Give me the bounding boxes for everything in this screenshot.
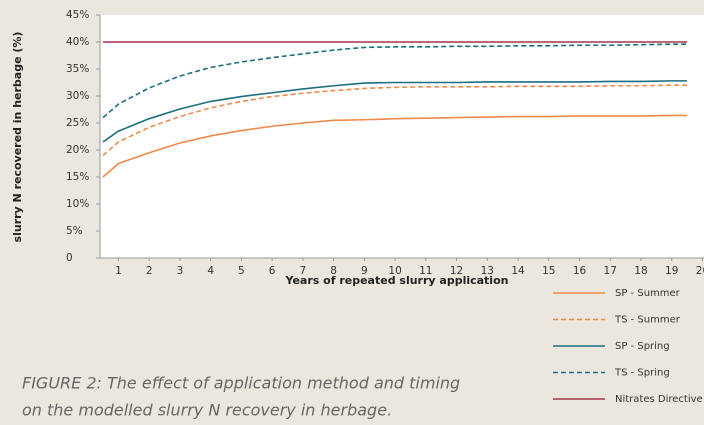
x-axis-title: Years of repeated slurry application xyxy=(285,274,509,287)
x-tick-label: 9 xyxy=(361,265,368,277)
legend-label: TS - Summer xyxy=(614,315,681,326)
x-tick-label: 5 xyxy=(238,265,245,277)
caption-line: FIGURE 2: The effect of application meth… xyxy=(22,374,460,393)
y-axis-title: slurry N recovered in herbage (%) xyxy=(11,32,24,243)
y-tick-label: 15% xyxy=(66,171,89,183)
x-tick-label: 8 xyxy=(330,265,337,277)
x-tick-label: 17 xyxy=(604,265,617,277)
y-tick-label: 35% xyxy=(66,63,89,75)
legend-label: Nitrates Directive xyxy=(615,394,703,405)
x-tick-label: 16 xyxy=(573,265,587,277)
x-tick-label: 12 xyxy=(450,265,463,277)
x-tick-label: 19 xyxy=(665,265,678,277)
x-tick-label: 14 xyxy=(511,265,525,277)
x-tick-label: 6 xyxy=(269,265,276,277)
x-tick-label: 7 xyxy=(300,265,307,277)
y-tick-label: 45% xyxy=(66,9,89,21)
series-line xyxy=(102,43,688,119)
series-line xyxy=(102,80,688,143)
y-tick-label: 20% xyxy=(66,144,89,156)
y-tick-label: 40% xyxy=(66,36,89,48)
caption-line: on the modelled slurry N recovery in her… xyxy=(22,401,392,420)
x-tick-label: 1 xyxy=(115,265,122,277)
x-tick-label: 15 xyxy=(542,265,555,277)
plot-area xyxy=(100,15,704,258)
x-tick-label: 20 xyxy=(696,265,704,277)
x-tick-label: 3 xyxy=(177,265,184,277)
series-line xyxy=(102,84,688,157)
x-tick-label: 18 xyxy=(634,265,647,277)
y-tick-label: 10% xyxy=(66,198,89,210)
x-tick-label: 2 xyxy=(146,265,153,277)
legend-label: SP - Summer xyxy=(615,288,681,299)
legend-label: SP - Spring xyxy=(615,341,670,352)
legend-label: TS - Spring xyxy=(614,368,670,379)
y-tick-label: 30% xyxy=(66,90,89,102)
x-tick-label: 10 xyxy=(388,265,401,277)
x-tick-label: 13 xyxy=(481,265,494,277)
y-tick-label: 25% xyxy=(66,117,89,129)
y-tick-label: 5% xyxy=(66,225,83,237)
y-tick-label: 0 xyxy=(66,252,73,264)
x-tick-label: 11 xyxy=(419,265,432,277)
series-line xyxy=(102,114,688,178)
x-tick-label: 4 xyxy=(207,265,214,277)
